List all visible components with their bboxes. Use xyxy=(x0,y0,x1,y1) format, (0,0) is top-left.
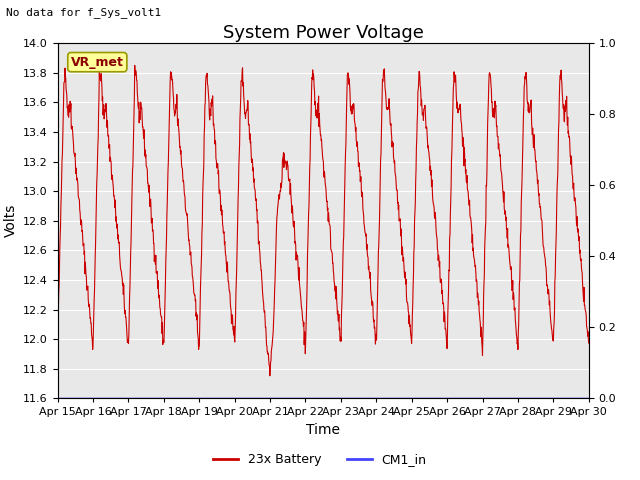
CM1_in xyxy=(522,396,529,401)
Line: 23x Battery: 23x Battery xyxy=(58,65,589,376)
23x Battery xyxy=(232,315,239,321)
23x Battery xyxy=(266,373,274,379)
CM1_in xyxy=(585,396,593,401)
CM1_in xyxy=(159,396,166,401)
23x Battery xyxy=(585,340,593,346)
23x Battery xyxy=(406,322,414,328)
Legend: 23x Battery, CM1_in: 23x Battery, CM1_in xyxy=(208,448,432,471)
CM1_in xyxy=(172,396,180,401)
23x Battery xyxy=(131,62,139,68)
23x Battery xyxy=(476,312,483,317)
CM1_in xyxy=(231,396,239,401)
Title: System Power Voltage: System Power Voltage xyxy=(223,24,424,42)
CM1_in xyxy=(475,396,483,401)
Y-axis label: Volts: Volts xyxy=(3,204,17,238)
23x Battery xyxy=(172,101,180,107)
Text: VR_met: VR_met xyxy=(71,56,124,69)
CM1_in xyxy=(406,396,413,401)
23x Battery xyxy=(54,341,61,347)
23x Battery xyxy=(523,75,531,81)
Text: No data for f_Sys_volt1: No data for f_Sys_volt1 xyxy=(6,7,162,18)
X-axis label: Time: Time xyxy=(306,423,340,437)
CM1_in xyxy=(54,396,61,401)
23x Battery xyxy=(159,337,167,343)
